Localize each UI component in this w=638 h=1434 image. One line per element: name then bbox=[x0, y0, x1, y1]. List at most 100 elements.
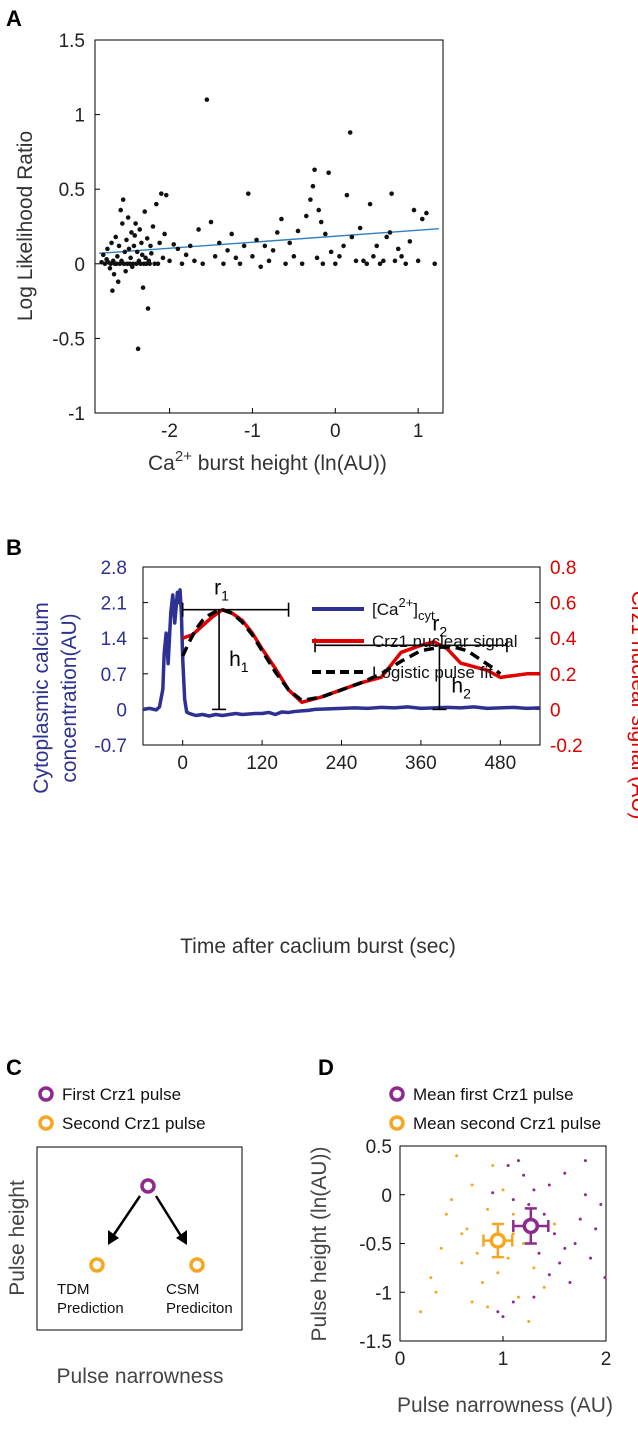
panel-a-point bbox=[125, 215, 131, 220]
panel-a-point bbox=[283, 261, 288, 267]
panel-a-xtick-label: -2 bbox=[161, 421, 178, 442]
panel-b-ytick-right-label: 0 bbox=[550, 700, 561, 721]
panel-a-point bbox=[361, 258, 366, 264]
panel-label-c: C bbox=[6, 1055, 22, 1080]
panel-d-point-first bbox=[558, 1261, 562, 1265]
panel-a-point bbox=[140, 285, 146, 290]
panel-b-ytick-left-label: -0.7 bbox=[94, 736, 127, 757]
panel-d-point-first bbox=[553, 1232, 556, 1236]
panel-d-point-first bbox=[594, 1227, 598, 1231]
panel-a-point bbox=[148, 243, 153, 249]
panel-d-point-first bbox=[568, 1281, 572, 1284]
panel-a-point bbox=[122, 249, 128, 255]
panel-d-xtick-label: 1 bbox=[498, 1349, 509, 1370]
panel-d-point-second bbox=[553, 1222, 556, 1226]
panel-a-point bbox=[415, 258, 421, 264]
panel-a-ytick-label: 1.5 bbox=[59, 31, 85, 52]
panel-a-point bbox=[107, 265, 113, 271]
panel-b-ytick-left-label: 0 bbox=[116, 700, 127, 721]
panel-a-point bbox=[229, 231, 235, 237]
panel-a-point bbox=[171, 242, 177, 247]
panel-a-point bbox=[274, 230, 280, 235]
panel-d-point-first bbox=[589, 1256, 593, 1260]
panel-d-point-first bbox=[522, 1173, 526, 1177]
panel-d-mean-first bbox=[522, 1217, 540, 1235]
panel-a-point bbox=[152, 261, 157, 267]
panel-d-point-first bbox=[516, 1159, 520, 1163]
panel-a-point bbox=[149, 251, 154, 256]
panel-b-frame bbox=[142, 566, 541, 746]
panel-a-point bbox=[100, 252, 106, 258]
panel-d-point-second bbox=[475, 1251, 479, 1255]
panel-a-ytick-label: -0.5 bbox=[52, 329, 85, 350]
panel-d-point-second bbox=[460, 1232, 464, 1236]
panel-b-xtick-label: 120 bbox=[246, 753, 278, 774]
panel-b-ytick-right-label: 0.6 bbox=[550, 594, 576, 615]
panel-a-point bbox=[200, 261, 206, 267]
legend-label-crz1: Crz1 nuclear signal bbox=[372, 632, 518, 651]
panel-a-point bbox=[266, 258, 272, 264]
panel-d-point-second bbox=[480, 1281, 484, 1284]
panel-a-point bbox=[377, 261, 383, 267]
panel-label-d: D bbox=[318, 1055, 334, 1080]
panel-a-point bbox=[113, 234, 119, 240]
panel-a-ytick-label: 0 bbox=[74, 255, 85, 276]
panel-a-point bbox=[381, 258, 386, 264]
panel-a-point bbox=[349, 234, 355, 240]
panel-d-point-first bbox=[573, 1242, 577, 1245]
panel-a-point bbox=[254, 237, 259, 243]
legend-marker-second-pulse bbox=[38, 1115, 54, 1131]
panel-d-point-second bbox=[486, 1207, 490, 1211]
panel-a-point bbox=[158, 191, 164, 196]
panel-a-point bbox=[143, 255, 148, 261]
panel-a-point bbox=[154, 201, 159, 207]
tdm-label-2: Prediction bbox=[57, 1300, 124, 1317]
h1-label: h1 bbox=[229, 648, 249, 675]
legend-label-first-pulse: First Crz1 pulse bbox=[62, 1085, 181, 1104]
panel-d-ylabel: Pulse height (ln(AU)) bbox=[308, 1147, 331, 1342]
panel-d-point-second bbox=[496, 1271, 500, 1275]
panel-d-point-second bbox=[491, 1164, 495, 1167]
panel-d-point-second bbox=[511, 1212, 515, 1216]
panel-a-point bbox=[357, 225, 363, 231]
panel-d-point-second bbox=[532, 1266, 536, 1270]
panel-a-point bbox=[241, 243, 247, 249]
arrow-to-csm bbox=[154, 1195, 183, 1237]
panel-a-point bbox=[139, 240, 144, 246]
panel-a-xlabel: Ca2+ burst height (ln(AU)) bbox=[148, 448, 387, 475]
panel-a-point bbox=[407, 239, 413, 244]
panel-a-point bbox=[341, 243, 346, 249]
panel-d-point-second bbox=[516, 1295, 520, 1299]
panel-d-point-second bbox=[450, 1198, 453, 1202]
panel-a-point bbox=[384, 234, 389, 240]
panel-b-xtick-label: 0 bbox=[177, 753, 188, 774]
panel-a-point bbox=[411, 207, 417, 213]
panel-a-point bbox=[262, 243, 268, 249]
panel-a-point bbox=[183, 252, 189, 258]
panel-a-point bbox=[332, 261, 338, 267]
panel-a-point bbox=[129, 230, 134, 235]
panel-a-xtick-label: 1 bbox=[413, 421, 424, 442]
panel-label-b: B bbox=[6, 535, 22, 560]
csm-label: CSM bbox=[166, 1281, 199, 1298]
panel-a-point bbox=[124, 237, 129, 243]
panel-a-point bbox=[163, 192, 169, 198]
panel-a-point bbox=[111, 271, 117, 277]
panel-label-a: A bbox=[6, 6, 22, 31]
panel-b-ytick-right-label: 0.2 bbox=[550, 665, 576, 686]
panel-d-point-first bbox=[527, 1203, 531, 1206]
panel-b-ylabel-left-2: concentration(AU) bbox=[58, 613, 81, 782]
panel-a-point bbox=[208, 219, 214, 225]
h2-label: h2 bbox=[451, 675, 471, 702]
panel-b-ytick-left-label: 2.1 bbox=[101, 594, 127, 615]
panel-a-ytick-label: 1 bbox=[74, 106, 85, 127]
panel-d-point-second bbox=[460, 1261, 464, 1265]
panel-c-diagram: First Crz1 pulse Second Crz1 pulse TDM P… bbox=[6, 1085, 243, 1388]
panel-a-point bbox=[392, 258, 398, 264]
panel-a-point bbox=[192, 258, 197, 264]
panel-a-point bbox=[155, 261, 161, 267]
panel-a-point bbox=[139, 252, 145, 258]
panel-a-point bbox=[316, 207, 322, 213]
panel-a-point bbox=[308, 197, 313, 202]
panel-a-point bbox=[367, 201, 373, 207]
